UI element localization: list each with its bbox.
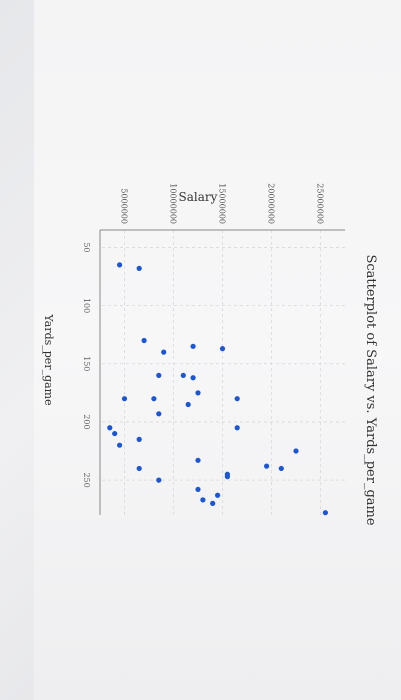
data-point — [190, 375, 196, 381]
y-tick-label: 5000000 — [120, 188, 129, 224]
data-point — [117, 262, 123, 268]
data-point — [151, 396, 157, 402]
axes — [99, 229, 345, 515]
data-point — [263, 463, 270, 469]
data-point — [214, 492, 221, 498]
paper-sheet — [34, 0, 401, 700]
data-point — [234, 425, 240, 431]
data-point — [180, 372, 186, 379]
data-point — [156, 477, 162, 483]
data-point — [234, 396, 240, 402]
data-point — [121, 396, 128, 402]
data-point — [136, 265, 142, 271]
x-tick-label: 200 — [82, 414, 91, 429]
data-point — [224, 474, 230, 480]
data-point — [107, 425, 113, 431]
x-tick-labels: 50 100 150 200 250 — [82, 242, 91, 487]
y-tick-labels: 5000000 10000000 15000000 20000000 25000000 — [120, 183, 325, 224]
data-point — [293, 448, 299, 454]
data-points — [107, 262, 328, 516]
x-tick-label: 50 — [82, 242, 91, 252]
data-point — [190, 343, 196, 349]
x-tick-label: 250 — [82, 472, 91, 487]
x-axis-label: Yards_per_game — [42, 313, 55, 405]
x-tick-label: 150 — [82, 356, 91, 371]
data-point — [195, 390, 201, 396]
y-tick-label: 15000000 — [218, 183, 227, 224]
data-point — [210, 500, 216, 506]
grid-lines — [100, 230, 345, 515]
data-point — [161, 349, 167, 355]
y-tick-label: 25000000 — [316, 183, 325, 224]
data-point — [219, 346, 226, 352]
y-tick-label: 20000000 — [267, 183, 276, 224]
data-point — [195, 486, 201, 493]
data-point — [112, 430, 118, 437]
data-point — [185, 401, 191, 408]
x-tick-label: 100 — [82, 298, 91, 313]
data-point — [136, 465, 142, 472]
data-point — [156, 411, 162, 417]
data-point — [156, 372, 162, 379]
data-point — [322, 510, 328, 516]
chart-title: Scatterplot of Salary vs. Yards_per_game — [363, 254, 378, 525]
y-tick-label: 10000000 — [169, 183, 178, 224]
data-point — [117, 442, 123, 448]
data-point — [200, 497, 206, 503]
y-axis-label: Salary — [179, 190, 218, 204]
data-point — [195, 457, 201, 463]
data-point — [278, 465, 284, 472]
data-point — [141, 337, 147, 344]
data-point — [136, 436, 142, 442]
